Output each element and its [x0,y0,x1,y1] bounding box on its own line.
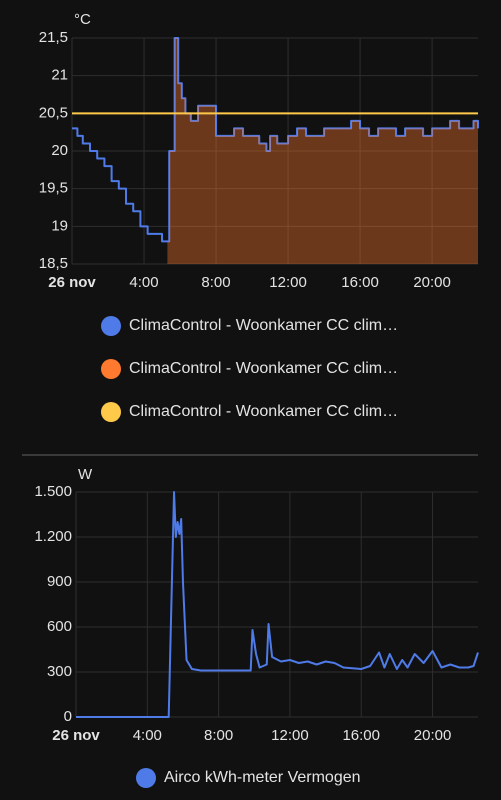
y-tick-label: 20,5 [39,104,68,121]
y-axis-unit: °C [74,11,91,28]
y-tick-label: 19,5 [39,180,68,197]
x-tick-label: 26 nov [48,274,96,291]
x-tick-label: 20:00 [413,274,451,291]
x-tick-label: 16:00 [342,727,380,744]
x-tick-label: 8:00 [201,274,230,291]
x-tick-label: 4:00 [133,727,162,744]
legend-swatch [136,768,156,788]
legend-swatch [101,359,121,379]
legend-swatch [101,316,121,336]
x-tick-label: 12:00 [269,274,307,291]
y-tick-label: 0 [64,708,72,725]
legend-label: Airco kWh-meter Vermogen [164,769,361,786]
x-tick-label: 12:00 [271,727,309,744]
y-tick-label: 21,5 [39,29,68,46]
x-tick-label: 20:00 [414,727,452,744]
legend-swatch [101,402,121,422]
y-tick-label: 600 [47,618,72,635]
y-tick-label: 21 [51,67,68,84]
x-tick-label: 4:00 [129,274,158,291]
legend-label: ClimaControl - Woonkamer CC clim… [129,403,398,420]
y-tick-label: 300 [47,663,72,680]
x-tick-label: 26 nov [52,727,100,744]
line [72,37,479,243]
y-axis-unit: W [78,466,93,483]
line [76,491,479,718]
y-tick-label: 19 [51,217,68,234]
y-tick-label: 20 [51,142,68,159]
x-tick-label: 16:00 [341,274,379,291]
legend-label: ClimaControl - Woonkamer CC clim… [129,317,398,334]
legend-label: ClimaControl - Woonkamer CC clim… [129,360,398,377]
y-tick-label: 900 [47,573,72,590]
y-tick-label: 1.200 [34,528,72,545]
x-tick-label: 8:00 [204,727,233,744]
y-tick-label: 18,5 [39,255,68,272]
area [167,38,478,264]
y-tick-label: 1.500 [34,483,72,500]
